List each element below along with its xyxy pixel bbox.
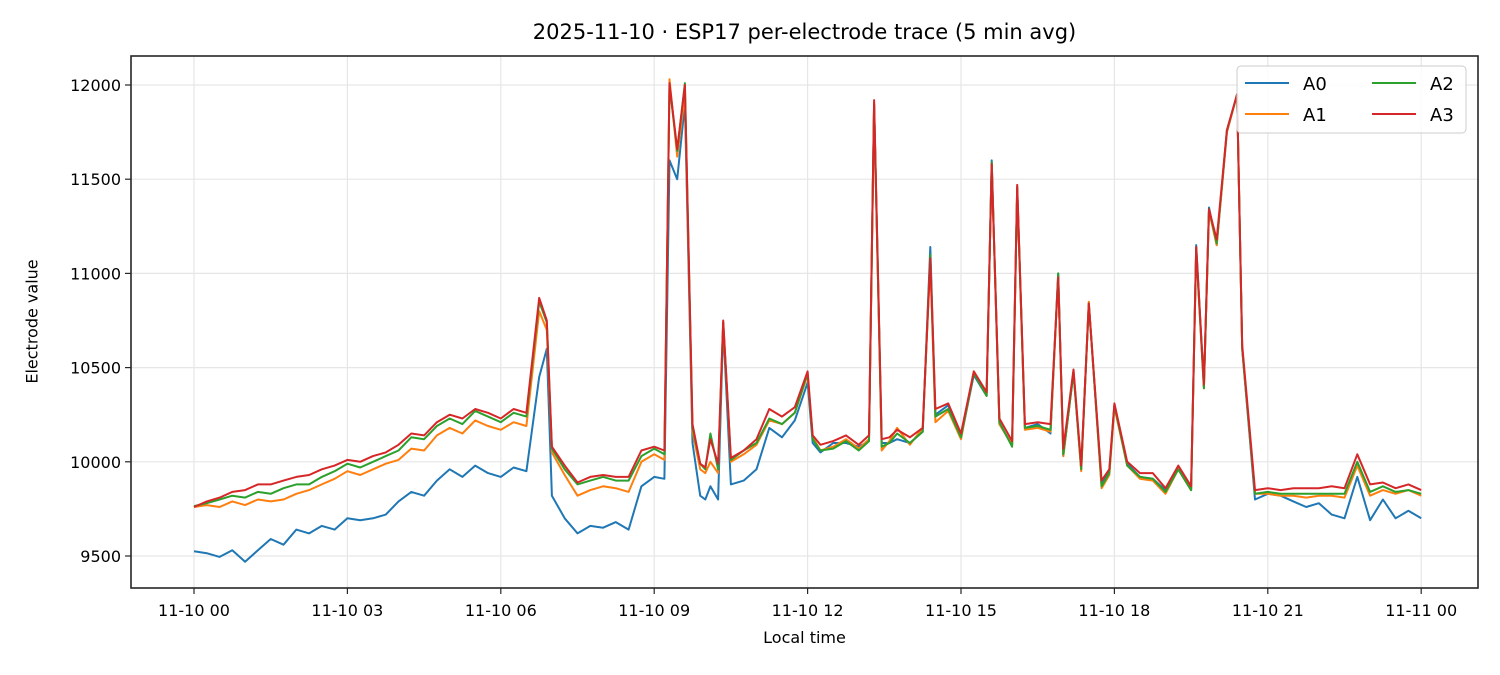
legend-label-a2: A2 [1430,74,1454,95]
grid-lines [131,56,1478,588]
y-tick-label: 9500 [80,547,121,566]
x-tick-label: 11-10 15 [925,601,997,620]
axis-ticks: 11-10 00 11-10 03 11-10 06 11-10 09 11-10 12… [70,76,1457,620]
legend-label-a3: A3 [1430,105,1454,126]
series-line-a2 [193,82,1422,508]
legend: A0 A1 A2 A3 [1236,65,1467,134]
y-tick-label: 11500 [70,170,121,189]
series-lines [193,78,1422,563]
x-tick-label: 11-11 00 [1385,601,1457,620]
y-tick-label: 10000 [70,453,121,472]
y-tick-label: 11000 [70,264,121,283]
x-tick-label: 11-10 03 [311,601,383,620]
x-tick-label: 11-10 00 [158,601,230,620]
x-tick-label: 11-10 21 [1232,601,1304,620]
chart-title: 2025-11-10 · ESP17 per-electrode trace (… [532,20,1077,44]
series-line-a3 [193,82,1422,508]
x-tick-label: 11-10 06 [465,601,537,620]
legend-label-a0: A0 [1303,74,1327,95]
y-tick-label: 12000 [70,76,121,95]
axes-frame [130,55,1479,589]
x-tick-label: 11-10 09 [618,601,690,620]
legend-label-a1: A1 [1303,105,1327,126]
y-tick-label: 10500 [70,359,121,378]
x-tick-label: 11-10 12 [772,601,844,620]
x-axis-label: Local time [763,628,846,647]
x-tick-label: 11-10 18 [1078,601,1150,620]
